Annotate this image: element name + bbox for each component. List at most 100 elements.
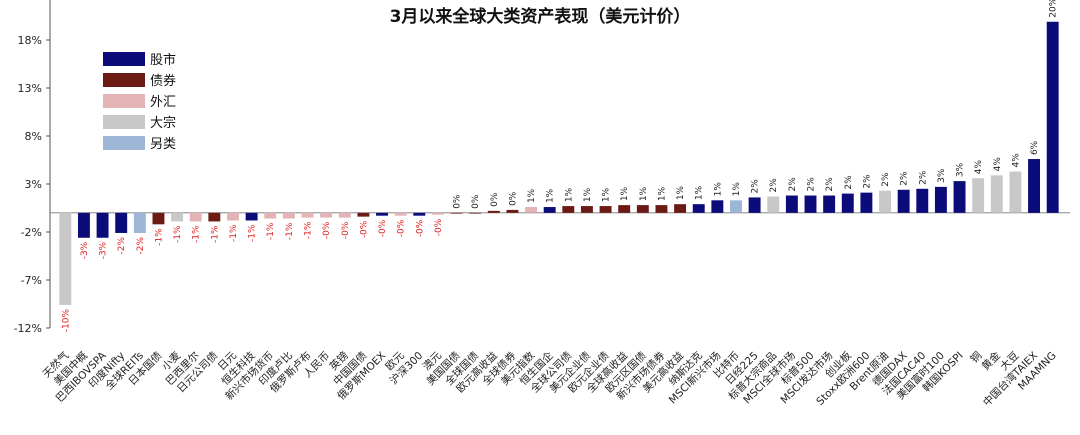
bar (301, 212, 314, 218)
y-tick-label: 13% (18, 82, 42, 95)
legend-label: 外汇 (150, 95, 176, 110)
data-label: -1% (304, 221, 314, 239)
bar (338, 212, 351, 218)
bar (376, 212, 388, 216)
data-label: 0% (471, 194, 481, 209)
bar (208, 212, 221, 222)
bar (916, 188, 929, 213)
bar (785, 195, 798, 213)
bar (823, 195, 836, 213)
bar (580, 206, 593, 213)
bar (487, 210, 500, 213)
bar (618, 205, 631, 213)
data-label: 0% (508, 191, 518, 206)
data-label: 4% (974, 160, 984, 175)
data-label: 2% (751, 179, 761, 194)
bar (674, 204, 687, 213)
data-label: -1% (210, 225, 220, 243)
data-label: 1% (713, 182, 723, 197)
data-label: -0% (415, 219, 425, 237)
data-label: -0% (378, 219, 388, 237)
bar (730, 200, 742, 213)
data-label: 0% (490, 192, 500, 207)
data-label: 2% (844, 175, 854, 190)
bar (748, 197, 761, 213)
bar (897, 189, 910, 213)
data-label: -0% (397, 219, 407, 237)
bar (227, 212, 239, 221)
category-label: 黄金 (979, 349, 1003, 373)
bar (543, 207, 556, 213)
y-tick-label: -12% (14, 322, 42, 335)
data-label: -3% (80, 241, 90, 259)
bar (320, 212, 333, 218)
data-label: 1% (527, 188, 537, 203)
data-label: 1% (657, 186, 667, 201)
data-label: -0% (434, 218, 444, 236)
legend-swatch (103, 136, 145, 150)
bar (841, 193, 854, 213)
bar (450, 212, 463, 214)
data-label: -10% (61, 309, 71, 333)
legend-swatch (103, 73, 145, 87)
data-label: -0% (322, 221, 332, 239)
bar (879, 190, 891, 213)
data-label: -1% (248, 224, 258, 242)
bar (860, 192, 873, 213)
data-label: -1% (154, 228, 164, 246)
data-label: 2% (900, 171, 910, 186)
bar (990, 175, 1003, 213)
data-label: 4% (1011, 153, 1021, 168)
bar (953, 181, 966, 213)
data-label: 2% (788, 177, 798, 192)
data-label: -2% (136, 237, 146, 255)
y-tick-label: -2% (21, 226, 42, 239)
bar (1009, 171, 1022, 213)
data-label: -1% (192, 225, 202, 243)
bar (245, 212, 258, 221)
data-label: -0% (359, 220, 369, 238)
data-label: 1% (546, 188, 556, 203)
data-label: 3% (937, 168, 947, 183)
data-label: 3% (956, 162, 966, 177)
bar (692, 204, 705, 213)
bar (1046, 21, 1059, 213)
data-label: 1% (732, 182, 742, 197)
legend-swatch (103, 115, 145, 129)
data-label: 1% (639, 186, 649, 201)
data-label: 2% (769, 178, 779, 193)
bar (264, 212, 277, 219)
data-label: 1% (564, 187, 574, 202)
y-tick-label: 18% (18, 34, 42, 47)
data-label: 6% (1030, 140, 1040, 155)
bar (562, 206, 575, 213)
data-label: 0% (453, 194, 463, 209)
chart-title: 3月以来全球大类资产表现（美元计价） (389, 7, 691, 27)
bar (77, 212, 90, 238)
bar (357, 212, 370, 217)
data-label: -1% (285, 222, 295, 240)
bar (431, 212, 444, 215)
data-label: 1% (602, 187, 612, 202)
bar (711, 200, 724, 213)
bar (525, 207, 538, 213)
bar (655, 205, 668, 213)
y-tick-label: 3% (25, 178, 42, 191)
data-labels-group: -10% -3% -3% -2% -2% -1% -1% -1% -1% -1% -1% -1% -1%… (61, 0, 1058, 332)
bar (1028, 159, 1041, 213)
data-label: -3% (99, 241, 109, 259)
legend-label: 债券 (150, 73, 176, 89)
bar (282, 212, 295, 219)
bar (934, 186, 947, 213)
bar (767, 196, 780, 213)
y-tick-label: -7% (21, 274, 42, 287)
data-label: 2% (807, 177, 817, 192)
data-label: 2% (918, 170, 928, 185)
data-label: -1% (173, 225, 183, 243)
legend-swatch (103, 94, 145, 108)
category-labels-group: 天然气美国中概巴西IBOVSPA印度Nifty全球REITs日本国债小麦巴西里尔… (40, 349, 1059, 409)
data-label: -1% (229, 224, 239, 242)
data-label: -2% (117, 237, 127, 255)
